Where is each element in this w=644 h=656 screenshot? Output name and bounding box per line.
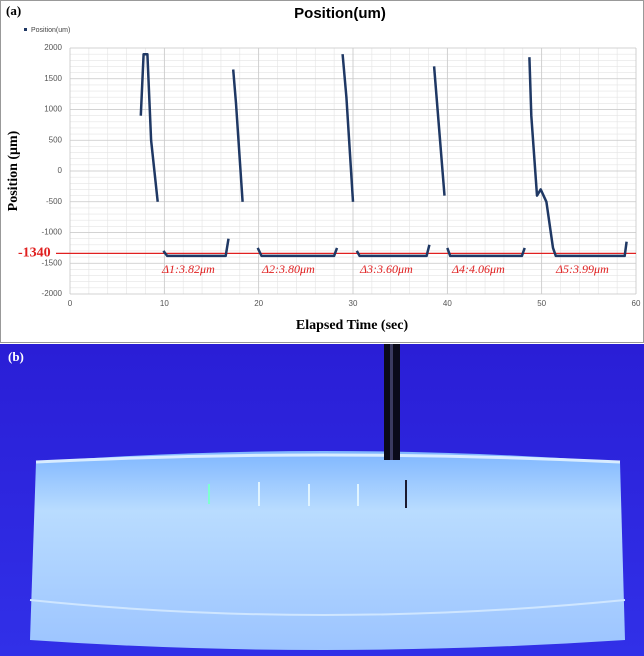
dish-base [29,599,626,616]
y-axis-title: Position (μm) [6,130,21,211]
annotation: Δ4:4.06μm [451,262,505,276]
annotation: Δ2:3.80μm [261,262,315,276]
annotation: Δ3:3.60μm [359,262,413,276]
series-line [139,52,628,258]
x-tick-label: 30 [349,299,358,308]
reference-label: -1340 [18,246,51,261]
y-tick-label: -2000 [42,289,63,298]
plot-area: -2000 -1500 -1000 -500 0 500 1000 1500 2000 0 10 20… [18,27,641,308]
photo: (b) [0,344,644,656]
panel-label: (a) [6,3,21,18]
x-tick-label: 60 [632,299,641,308]
y-tick-label: 500 [49,135,63,144]
x-tick-label: 10 [160,299,169,308]
y-tick-label: -500 [46,197,63,206]
x-tick-label: 20 [254,299,263,308]
y-tick-label: -1000 [42,228,63,237]
x-tick-label: 40 [443,299,452,308]
y-tick-label: -1500 [42,258,63,267]
legend-label: Position(um) [31,27,70,34]
panel-a-frame [0,0,644,343]
annotation: Δ5:3.99μm [555,262,609,276]
needle-highlight [390,344,393,460]
dish-rim [35,453,621,464]
dish [30,451,625,650]
legend-swatch [24,28,27,31]
annotation: Δ1:3.82μm [161,262,215,276]
y-tick-label: 0 [58,166,63,175]
y-tick-label: 1000 [44,105,62,114]
chart-title: Position(um) [294,5,386,22]
x-tick-label: 0 [68,299,73,308]
x-axis-title: Elapsed Time (sec) [296,318,409,333]
y-tick-label: 2000 [44,43,62,52]
y-tick-label: 1500 [44,74,62,83]
panel-label: (b) [8,349,24,364]
x-tick-label: 50 [537,299,546,308]
